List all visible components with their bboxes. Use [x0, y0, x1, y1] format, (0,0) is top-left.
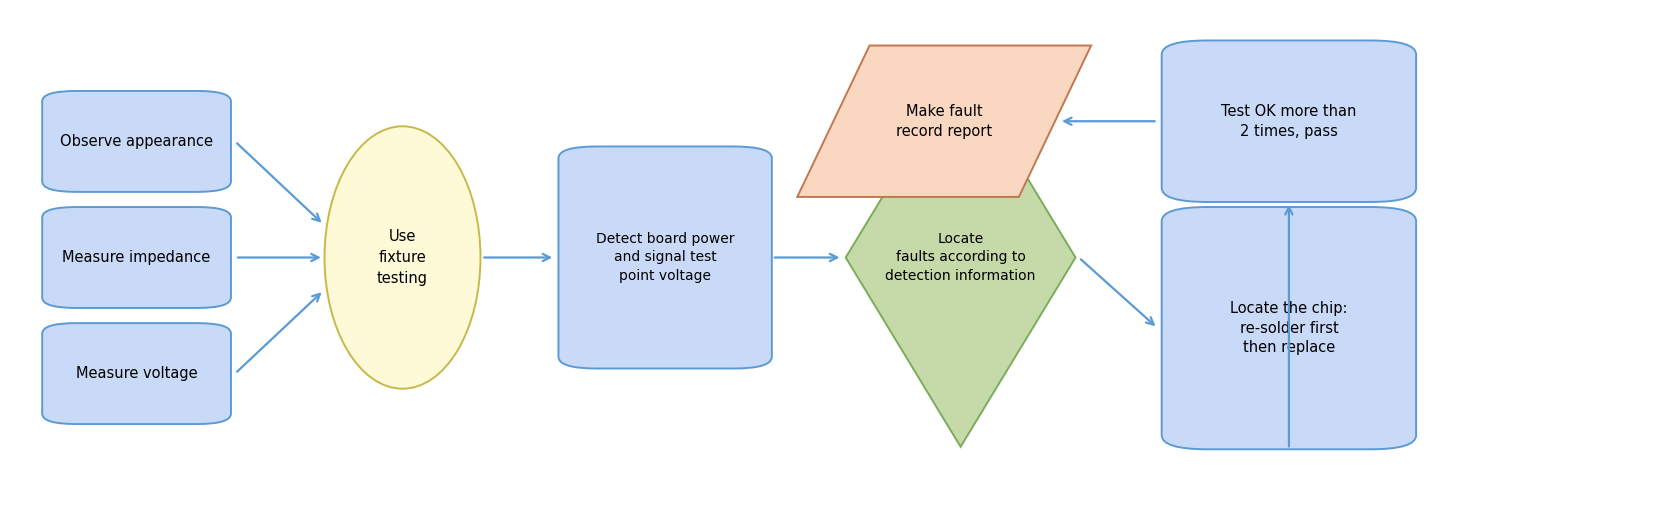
FancyBboxPatch shape	[42, 91, 231, 192]
Text: Locate the chip:
re-solder first
then replace: Locate the chip: re-solder first then re…	[1229, 301, 1348, 355]
Polygon shape	[846, 68, 1075, 447]
Text: Observe appearance: Observe appearance	[60, 134, 213, 149]
FancyBboxPatch shape	[42, 207, 231, 308]
Polygon shape	[797, 45, 1090, 197]
FancyBboxPatch shape	[558, 146, 772, 369]
Text: Locate
faults according to
detection information: Locate faults according to detection inf…	[886, 232, 1035, 283]
FancyBboxPatch shape	[1162, 207, 1415, 449]
Text: Make fault
record report: Make fault record report	[896, 104, 992, 139]
Text: Measure impedance: Measure impedance	[62, 250, 211, 265]
FancyBboxPatch shape	[1162, 41, 1415, 202]
Ellipse shape	[325, 126, 481, 389]
Text: Test OK more than
2 times, pass: Test OK more than 2 times, pass	[1221, 104, 1357, 139]
Text: Detect board power
and signal test
point voltage: Detect board power and signal test point…	[596, 232, 734, 283]
Text: Measure voltage: Measure voltage	[75, 366, 198, 381]
Text: Use
fixture
testing: Use fixture testing	[377, 229, 429, 286]
FancyBboxPatch shape	[42, 323, 231, 424]
